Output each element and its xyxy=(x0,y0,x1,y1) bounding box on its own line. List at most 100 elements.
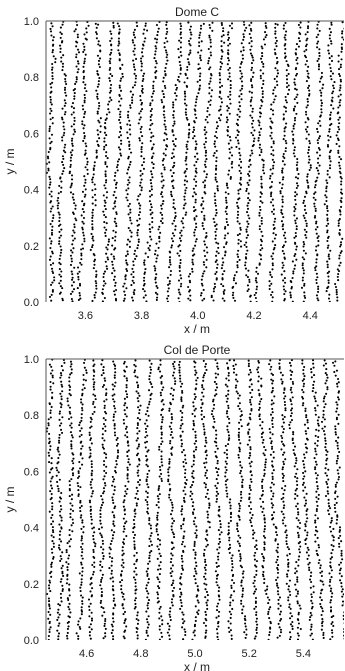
data-point xyxy=(237,514,240,517)
data-point xyxy=(145,440,149,443)
data-point xyxy=(288,427,291,430)
data-point xyxy=(91,196,94,199)
data-point xyxy=(156,523,159,526)
data-point xyxy=(147,581,150,584)
data-point xyxy=(92,570,95,573)
data-point xyxy=(252,533,255,536)
data-point xyxy=(260,192,263,195)
data-point xyxy=(205,158,208,161)
data-point xyxy=(302,378,306,381)
data-point xyxy=(280,434,283,437)
data-point xyxy=(102,284,105,287)
data-point xyxy=(192,512,195,516)
data-point xyxy=(150,382,153,386)
data-point xyxy=(150,148,153,151)
data-point xyxy=(269,606,272,609)
data-point xyxy=(161,101,164,104)
data-point xyxy=(144,427,148,430)
data-point xyxy=(143,276,146,279)
data-point xyxy=(92,393,95,396)
data-point xyxy=(289,296,292,299)
data-point xyxy=(239,172,243,175)
data-point xyxy=(179,427,182,430)
data-point xyxy=(70,445,73,448)
data-point xyxy=(249,511,252,514)
data-point xyxy=(50,90,53,93)
data-point xyxy=(118,136,121,139)
data-point xyxy=(95,89,98,92)
data-point xyxy=(255,539,258,542)
data-point xyxy=(161,186,164,189)
data-point xyxy=(181,430,184,433)
data-point xyxy=(103,622,106,625)
data-point xyxy=(326,213,329,216)
data-point xyxy=(119,89,123,92)
data-point xyxy=(97,107,100,110)
data-point xyxy=(227,125,230,129)
data-point xyxy=(78,424,81,427)
data-point xyxy=(198,75,201,78)
data-point xyxy=(158,587,161,590)
data-point xyxy=(100,494,103,498)
data-point xyxy=(273,220,276,223)
data-point xyxy=(263,548,266,551)
data-point xyxy=(274,42,277,45)
data-point xyxy=(96,95,99,98)
data-point xyxy=(170,575,173,578)
data-point xyxy=(217,246,220,249)
data-point xyxy=(170,387,173,390)
data-point xyxy=(338,257,341,260)
data-point xyxy=(168,638,171,640)
data-point xyxy=(192,263,195,266)
data-point xyxy=(139,127,142,131)
data-point xyxy=(168,280,171,283)
data-point xyxy=(184,175,187,178)
data-point xyxy=(232,581,236,585)
data-point xyxy=(50,457,53,460)
data-point xyxy=(251,513,254,517)
data-point xyxy=(70,371,73,375)
data-point xyxy=(83,96,87,99)
data-point xyxy=(49,246,52,250)
data-point xyxy=(102,369,105,372)
data-point xyxy=(106,256,109,259)
data-point xyxy=(116,449,120,452)
data-point xyxy=(154,53,157,56)
data-point xyxy=(60,116,64,119)
data-point xyxy=(220,55,223,58)
data-point xyxy=(64,77,67,81)
data-point xyxy=(272,517,275,520)
data-point xyxy=(182,448,185,452)
data-point xyxy=(314,207,317,210)
data-point xyxy=(79,453,82,456)
data-point xyxy=(76,266,80,269)
data-point xyxy=(48,587,51,590)
data-point xyxy=(238,438,241,441)
data-point xyxy=(240,80,243,83)
data-point xyxy=(214,237,217,240)
data-point xyxy=(239,559,242,562)
data-point xyxy=(137,238,140,241)
data-point xyxy=(313,192,316,195)
data-point xyxy=(193,128,196,131)
data-point xyxy=(98,57,102,60)
data-point xyxy=(182,537,185,540)
data-point xyxy=(160,180,163,183)
data-point xyxy=(337,224,340,227)
data-point xyxy=(280,211,283,214)
data-point xyxy=(119,104,122,107)
data-point xyxy=(118,86,121,89)
data-point xyxy=(103,125,106,129)
data-point xyxy=(279,192,282,195)
data-point xyxy=(174,137,177,141)
data-point xyxy=(140,69,143,72)
data-point xyxy=(141,172,144,175)
data-point xyxy=(235,384,238,387)
data-point xyxy=(57,608,60,611)
data-point xyxy=(48,363,51,366)
data-point xyxy=(179,249,182,253)
data-point xyxy=(83,33,86,36)
data-point xyxy=(338,232,341,235)
data-point xyxy=(261,573,265,576)
data-point xyxy=(169,273,172,276)
